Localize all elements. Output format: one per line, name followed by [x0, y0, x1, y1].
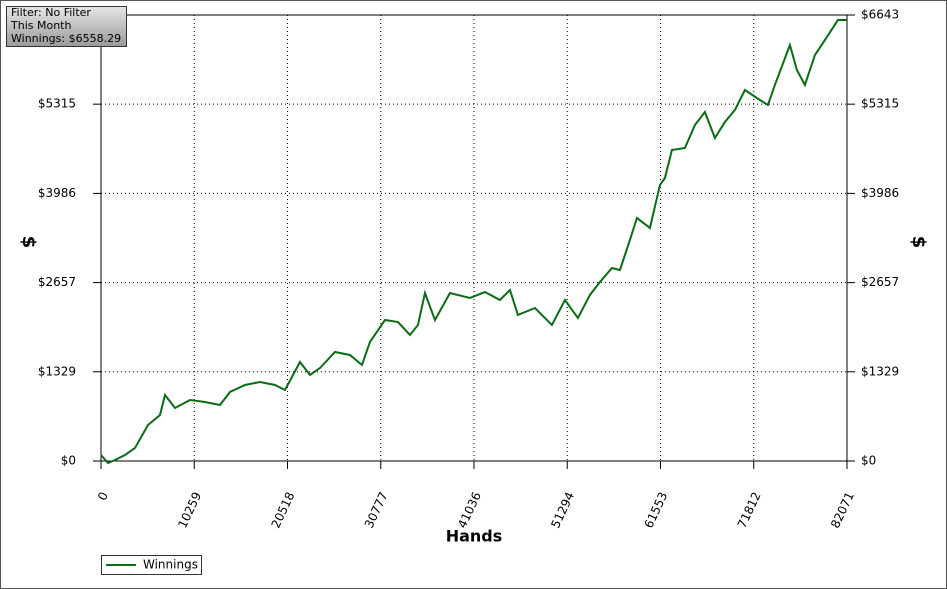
y2-tick-label: $5315: [861, 97, 899, 111]
y2-axis-label: $: [908, 236, 929, 249]
y-tick-label: $5315: [38, 97, 76, 111]
y2-tick-label: $0: [861, 454, 876, 468]
series-line: [100, 19, 847, 465]
legend-label: Winnings: [143, 558, 198, 572]
x-axis-label: Hands: [446, 527, 503, 546]
y-tick-label: $3986: [38, 186, 76, 200]
info-text: This Month: [10, 19, 71, 32]
y-tick-label: $0: [61, 454, 76, 468]
y2-tick-label: $6643: [861, 8, 899, 22]
info-text: Winnings: $6558.29: [11, 32, 121, 45]
info-text: Filter: No Filter: [11, 6, 91, 19]
y2-tick-label: $1329: [861, 364, 899, 378]
y2-tick-label: $3986: [861, 186, 899, 200]
y2-tick-label: $2657: [861, 275, 899, 289]
info-box: [6, 6, 127, 47]
y-tick-label: $2657: [38, 275, 76, 289]
plot-frame: [100, 14, 848, 462]
y-axis-label: $: [18, 236, 39, 249]
legend: [101, 555, 202, 575]
y-tick-label: $1329: [38, 364, 76, 378]
